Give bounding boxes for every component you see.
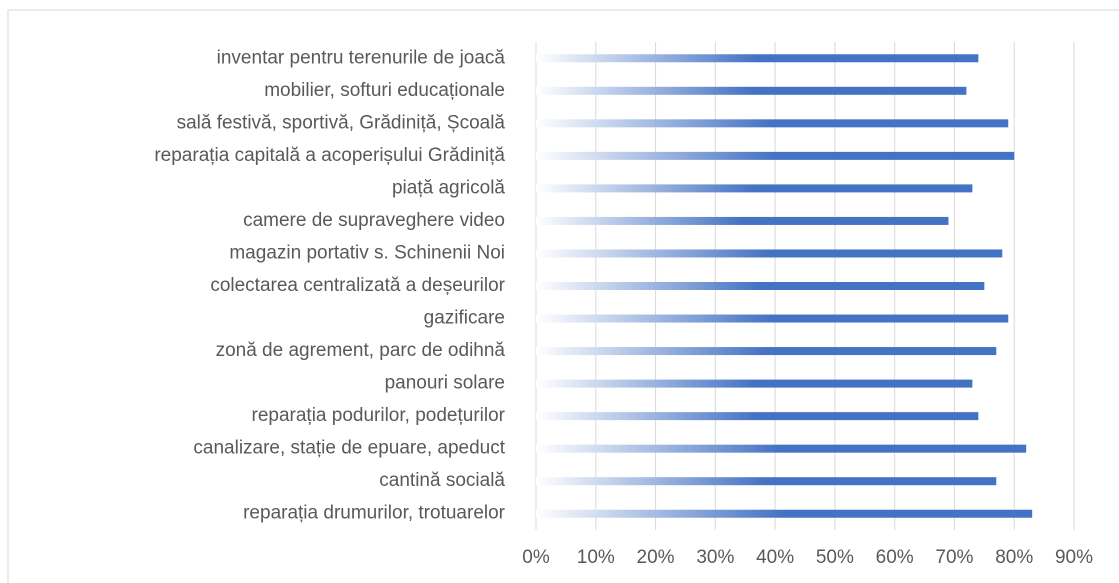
bar [536, 379, 973, 388]
x-tick-label: 10% [577, 547, 615, 568]
y-tick-label: inventar pentru terenurile de joacă [217, 47, 506, 68]
bar [536, 477, 997, 486]
bar [536, 314, 1009, 323]
bar [536, 444, 1027, 453]
x-tick-label: 80% [995, 547, 1033, 568]
x-tick-label: 60% [876, 547, 914, 568]
y-tick-label: gazificare [424, 308, 505, 329]
bar [536, 347, 997, 356]
y-tick-label: piață agricolă [392, 177, 505, 198]
y-tick-label: zonă de agrement, parc de odihnă [216, 340, 506, 361]
y-tick-label: canalizare, stație de epuare, apeduct [193, 438, 505, 459]
y-tick-label: camere de supraveghere video [243, 210, 505, 231]
bar [536, 282, 985, 290]
bar [536, 184, 973, 193]
y-tick-label: reparația capitală a acoperișului Grădin… [154, 145, 505, 166]
y-tick-label: reparația podurilor, podețurilor [252, 405, 506, 426]
bar [536, 249, 1003, 258]
y-tick-label: magazin portativ s. Schinenii Noi [229, 242, 505, 263]
bar [536, 216, 949, 225]
x-tick-label: 0% [522, 547, 550, 568]
x-tick-label: 20% [637, 547, 675, 568]
bar [536, 412, 979, 421]
y-tick-label: sală festivă, sportivă, Grădiniță, Școal… [177, 112, 506, 133]
x-tick-label: 30% [696, 547, 734, 568]
bar [536, 119, 1009, 128]
bar [536, 54, 979, 63]
bar [536, 151, 1015, 160]
y-tick-label: reparația drumurilor, trotuarelor [243, 503, 506, 524]
bar [536, 86, 967, 95]
bar [536, 509, 1033, 518]
y-tick-label: mobilier, softuri educaționale [264, 80, 505, 101]
x-tick-label: 90% [1055, 547, 1093, 568]
y-tick-label: panouri solare [385, 373, 505, 394]
y-tick-label: colectarea centralizată a deșeurilor [210, 275, 505, 296]
x-tick-label: 40% [756, 547, 794, 568]
x-tick-label: 50% [816, 547, 854, 568]
x-tick-label: 70% [935, 547, 973, 568]
chart-frame [7, 9, 1119, 583]
y-tick-label: cantină socială [379, 470, 505, 491]
